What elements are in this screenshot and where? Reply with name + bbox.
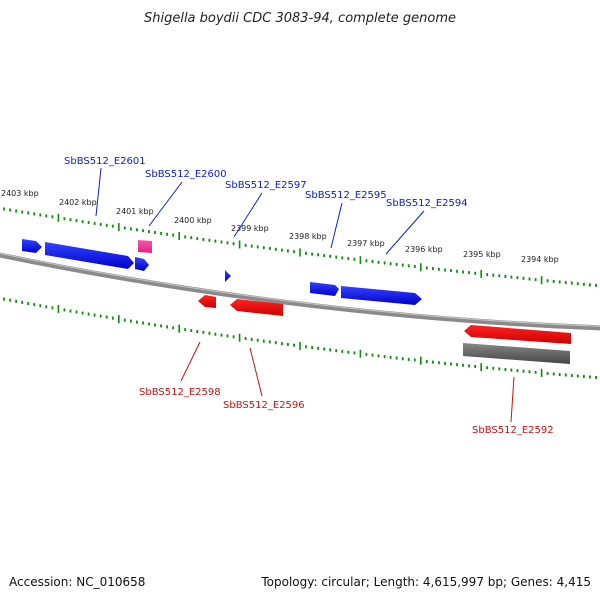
rna-gene[interactable] bbox=[138, 240, 152, 253]
scale-label: 2397 kbp bbox=[347, 239, 385, 248]
gene-label-forward[interactable]: SbBS512_E2595 bbox=[305, 190, 387, 201]
scale-labels: 2403 kbp 2402 kbp 2401 kbp 2400 kbp 2399… bbox=[1, 189, 559, 264]
pseudo-gene[interactable] bbox=[463, 343, 570, 364]
reverse-genes bbox=[198, 295, 571, 344]
reverse-gene[interactable] bbox=[230, 299, 283, 316]
accession-text: Accession: NC_010658 bbox=[9, 575, 145, 589]
forward-gene-labels bbox=[95, 167, 425, 255]
gene-label-forward[interactable]: SbBS512_E2594 bbox=[386, 198, 468, 209]
gene-label-forward[interactable]: SbBS512_E2600 bbox=[145, 169, 227, 180]
reverse-gene[interactable] bbox=[198, 295, 216, 308]
forward-gene[interactable] bbox=[341, 286, 422, 305]
forward-gene[interactable] bbox=[22, 239, 42, 253]
map-title: Shigella boydii CDC 3083-94, complete ge… bbox=[144, 11, 456, 26]
genome-backbone-highlight bbox=[0, 253, 600, 327]
forward-gene[interactable] bbox=[45, 242, 134, 269]
scale-ticks-upper bbox=[3, 207, 597, 287]
gene-label-reverse[interactable]: SbBS512_E2592 bbox=[472, 425, 554, 436]
scale-ticks-lower bbox=[3, 297, 597, 379]
scale-label: 2402 kbp bbox=[59, 198, 97, 207]
scale-label: 2395 kbp bbox=[463, 250, 501, 259]
forward-gene[interactable] bbox=[135, 257, 149, 271]
topology-text: Topology: circular; Length: 4,615,997 bp… bbox=[260, 575, 591, 589]
forward-gene[interactable] bbox=[225, 270, 231, 282]
scale-label: 2396 kbp bbox=[405, 245, 443, 254]
gene-label-reverse[interactable]: SbBS512_E2596 bbox=[223, 400, 305, 411]
scale-label: 2401 kbp bbox=[116, 207, 154, 216]
scale-label: 2400 kbp bbox=[174, 216, 212, 225]
forward-gene[interactable] bbox=[310, 282, 339, 296]
gene-label-reverse[interactable]: SbBS512_E2598 bbox=[139, 387, 221, 398]
genome-backbone bbox=[0, 252, 600, 331]
scale-label: 2403 kbp bbox=[1, 189, 39, 198]
scale-label: 2399 kbp bbox=[231, 224, 269, 233]
forward-genes bbox=[22, 239, 422, 305]
scale-label: 2398 kbp bbox=[289, 232, 327, 241]
reverse-gene-labels bbox=[180, 341, 515, 423]
scale-label: 2394 kbp bbox=[521, 255, 559, 264]
gene-label-forward[interactable]: SbBS512_E2601 bbox=[64, 156, 146, 167]
reverse-gene[interactable] bbox=[464, 325, 571, 344]
gene-label-forward[interactable]: SbBS512_E2597 bbox=[225, 180, 307, 191]
